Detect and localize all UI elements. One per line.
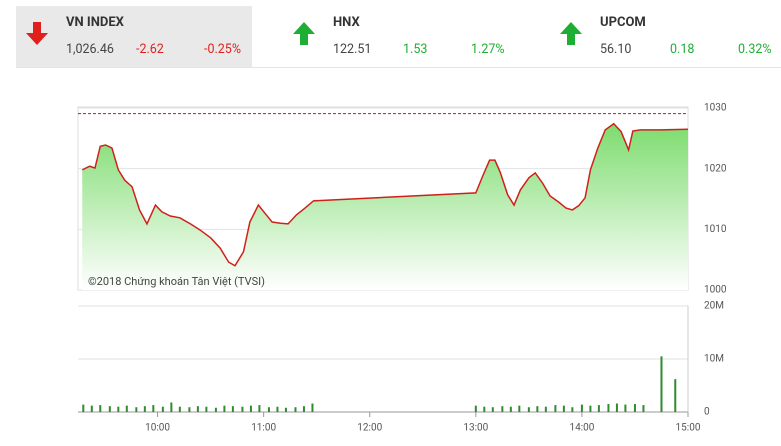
y-tick-label: 1020 — [704, 163, 727, 174]
volume-bar — [258, 405, 261, 412]
index-percent: 0.32% — [738, 42, 772, 57]
volume-bar — [82, 404, 85, 412]
volume-bar — [589, 405, 592, 412]
volume-bar — [571, 407, 574, 412]
y-tick-label: 1000 — [704, 285, 727, 296]
volume-bar — [241, 406, 244, 412]
y-tick-label: 1010 — [704, 224, 727, 235]
volume-bar — [544, 406, 547, 412]
index-tile[interactable]: UPCOM 56.10 0.18 0.32% — [550, 6, 781, 67]
volume-bar — [562, 405, 565, 412]
volume-bar — [99, 405, 102, 412]
y-tick-label: 1030 — [704, 103, 727, 114]
area — [82, 123, 689, 290]
volume-bar — [474, 405, 477, 412]
volume-bar — [143, 406, 146, 412]
volume-bar — [117, 406, 120, 412]
copyright: ©2018 Chứng khoán Tân Việt (TVSI) — [88, 275, 265, 288]
volume-bar — [188, 407, 191, 412]
x-tick-label: 12:00 — [357, 423, 382, 434]
line — [81, 122, 689, 267]
volume-bar — [223, 405, 226, 412]
volume-bar — [196, 406, 199, 412]
volume-bar — [518, 405, 521, 412]
index-percent: -0.25% — [204, 42, 241, 57]
volume-bar — [90, 405, 93, 412]
index-change: 1.53 — [403, 42, 428, 57]
volume-bar — [170, 402, 173, 412]
divider — [16, 67, 781, 68]
index-name: VN INDEX — [66, 15, 124, 30]
index-tile[interactable]: HNX 122.51 1.53 1.27% — [283, 6, 519, 67]
volume-bar — [178, 406, 181, 412]
index-value: 56.10 — [600, 42, 632, 57]
up-arrow — [293, 22, 315, 45]
volume-bar — [483, 406, 486, 412]
volume-bar — [509, 406, 512, 412]
volume-bar — [267, 407, 270, 412]
volume-bar — [607, 404, 610, 412]
index-percent: 1.27% — [471, 42, 505, 57]
volume-bar — [311, 403, 314, 412]
x-tick-label: 15:00 — [676, 423, 701, 434]
volume-bar — [536, 406, 539, 412]
volume-bar — [491, 407, 494, 412]
down-arrow — [26, 22, 48, 45]
volume-bar — [624, 404, 627, 412]
volume-bar — [152, 405, 155, 412]
volume-bar — [205, 406, 208, 412]
volume-bar — [108, 406, 111, 412]
volume-bar — [135, 407, 138, 412]
x-tick-label: 14:00 — [569, 423, 594, 434]
index-value: 1,026.46 — [66, 42, 114, 57]
y-tick-label: 20M — [704, 301, 724, 312]
volume-bar — [554, 405, 557, 412]
up-arrow — [560, 22, 582, 45]
x-tick-label: 10:00 — [145, 423, 170, 434]
volume-bar — [642, 405, 645, 412]
index-change: 0.18 — [670, 42, 695, 57]
index-name: HNX — [333, 15, 360, 30]
volume-bar — [125, 405, 128, 412]
x-tick-label: 11:00 — [251, 423, 276, 434]
index-tile[interactable]: VN INDEX 1,026.46 -2.62 -0.25% — [16, 6, 252, 67]
volume-bar — [660, 356, 663, 412]
y-tick-label: 10M — [704, 354, 724, 365]
volume-bar — [214, 407, 217, 412]
index-change: -2.62 — [136, 42, 164, 57]
volume-bar — [597, 405, 600, 412]
volume-bar — [615, 403, 618, 412]
volume-bar — [284, 407, 287, 412]
volume-bar — [580, 404, 583, 412]
volume-bar — [231, 406, 234, 412]
index-name: UPCOM — [600, 15, 646, 30]
index-value: 122.51 — [333, 42, 372, 57]
volume-bar — [276, 406, 279, 412]
x-tick-label: 13:00 — [463, 423, 488, 434]
volume-bar — [674, 379, 677, 412]
volume-bar — [302, 406, 305, 412]
volume-bar — [501, 406, 504, 412]
volume-bar — [527, 407, 530, 412]
volume-bar — [161, 406, 164, 412]
volume-bar — [294, 407, 297, 412]
volume-bar — [633, 404, 636, 412]
volume-bar — [249, 405, 252, 412]
y-tick-label: 0 — [704, 407, 710, 418]
